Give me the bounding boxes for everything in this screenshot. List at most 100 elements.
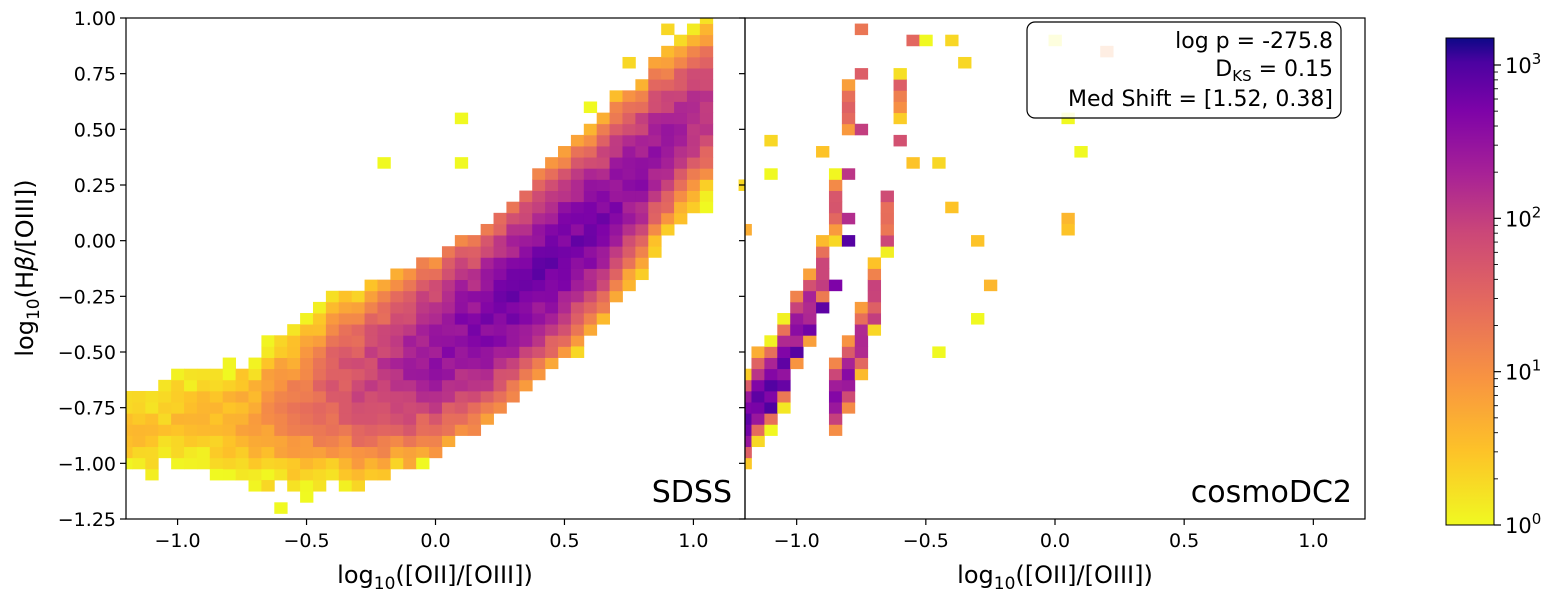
sdss-bin (609, 279, 623, 292)
sdss-panel: −1.0 −0.5 0.0 0.5 1.0 1.00 0.75 0.50 0.25 0.00 −0… (58, 8, 746, 552)
cosmodc2-bin (790, 335, 804, 347)
cosmodc2-bin (854, 324, 869, 336)
sdss-bin (274, 346, 288, 358)
cosmodc2-bin (867, 290, 882, 303)
sdss-bin (403, 402, 417, 414)
sdss-bin (480, 223, 494, 236)
sdss-bin (300, 435, 314, 448)
cosmodc2-bin (764, 368, 778, 381)
sdss-bin (351, 368, 365, 381)
sdss-bin (416, 390, 430, 403)
cosmodc2-bin (958, 56, 972, 69)
cosmodc2-bin (867, 268, 882, 281)
sdss-bin (648, 68, 662, 80)
sdss-bin (248, 390, 262, 403)
cosmodc2-x-tick-label: 0.5 (1169, 530, 1199, 552)
cosmodc2-bin (816, 246, 830, 258)
sdss-bin (558, 168, 572, 180)
sdss-bin (429, 379, 443, 392)
sdss-bin (184, 446, 198, 459)
sdss-bin (661, 23, 675, 36)
sdss-bin (429, 301, 443, 314)
sdss-bin (506, 246, 520, 258)
sdss-bin (222, 368, 237, 381)
sdss-bin (300, 368, 314, 381)
sdss-bin (545, 212, 559, 225)
cosmodc2-bin (828, 201, 843, 214)
sdss-bin (493, 390, 507, 403)
sdss-bin (558, 157, 572, 169)
colorbar-tick-label: 100 (1505, 510, 1541, 538)
sdss-bin (532, 335, 546, 347)
sdss-bin (300, 446, 314, 459)
sdss-bin (532, 190, 546, 203)
sdss-bin (583, 179, 598, 191)
sdss-bin (351, 335, 365, 347)
sdss-bin (312, 435, 327, 448)
cosmodc2-bin (854, 123, 869, 136)
cosmodc2-heatmap (745, 23, 1114, 470)
sdss-bin (596, 279, 610, 292)
sdss-y-tick-label: −1.25 (58, 509, 116, 531)
sdss-bin (351, 413, 365, 425)
sdss-bin (351, 357, 365, 370)
sdss-x-tick-label: 0.0 (420, 530, 450, 552)
cosmodc2-bin (803, 335, 817, 347)
sdss-bin (364, 402, 378, 414)
sdss-bin (145, 402, 159, 414)
sdss-bin (506, 313, 520, 325)
sdss-y-tick-label: −1.00 (58, 453, 116, 475)
sdss-bin (403, 279, 417, 292)
sdss-bin (596, 146, 610, 158)
sdss-bin (158, 413, 172, 425)
cosmodc2-bin (893, 101, 907, 114)
sdss-bin (312, 324, 327, 336)
sdss-bin (312, 313, 327, 325)
sdss-bin (467, 346, 482, 358)
cosmodc2-bin (745, 223, 752, 236)
cosmodc2-bin (777, 402, 791, 414)
sdss-bin (158, 402, 172, 414)
sdss-bin (454, 390, 469, 403)
sdss-bin (364, 279, 378, 292)
sdss-bin (441, 301, 456, 314)
sdss-bin (609, 146, 623, 158)
sdss-bin (274, 335, 288, 347)
sdss-y-tick-label: −0.25 (58, 286, 116, 308)
sdss-bin (648, 134, 662, 147)
sdss-bin (570, 190, 585, 203)
sdss-bin (338, 324, 353, 336)
sdss-bin (145, 390, 159, 403)
cosmodc2-bin (841, 379, 856, 392)
sdss-bin (287, 402, 301, 414)
sdss-bin (674, 134, 688, 147)
sdss-bin (674, 101, 688, 114)
sdss-bin (158, 424, 172, 436)
sdss-bin (480, 402, 494, 414)
sdss-bin (222, 390, 237, 403)
sdss-bin (287, 357, 301, 370)
sdss-bin (596, 168, 610, 180)
sdss-bin (338, 424, 353, 436)
sdss-bin (583, 101, 598, 114)
sdss-bin (403, 268, 417, 281)
sdss-y-tick-label: −0.75 (58, 398, 116, 420)
sdss-bin (532, 201, 546, 214)
sdss-bin (467, 268, 482, 281)
sdss-bin (300, 346, 314, 358)
sdss-bin (545, 257, 559, 269)
sdss-bin (338, 290, 353, 303)
sdss-bin (648, 168, 662, 180)
sdss-bin (635, 212, 649, 225)
sdss-bin (364, 324, 378, 336)
sdss-bin (325, 346, 340, 358)
sdss-bin (674, 45, 688, 58)
sdss-bin (699, 123, 714, 136)
cosmodc2-bin (777, 357, 791, 370)
sdss-bin (454, 279, 469, 292)
sdss-bin (209, 468, 224, 481)
cosmodc2-bin (745, 413, 752, 425)
sdss-bin (506, 201, 520, 214)
sdss-bin (132, 413, 146, 425)
sdss-bin (609, 134, 623, 147)
